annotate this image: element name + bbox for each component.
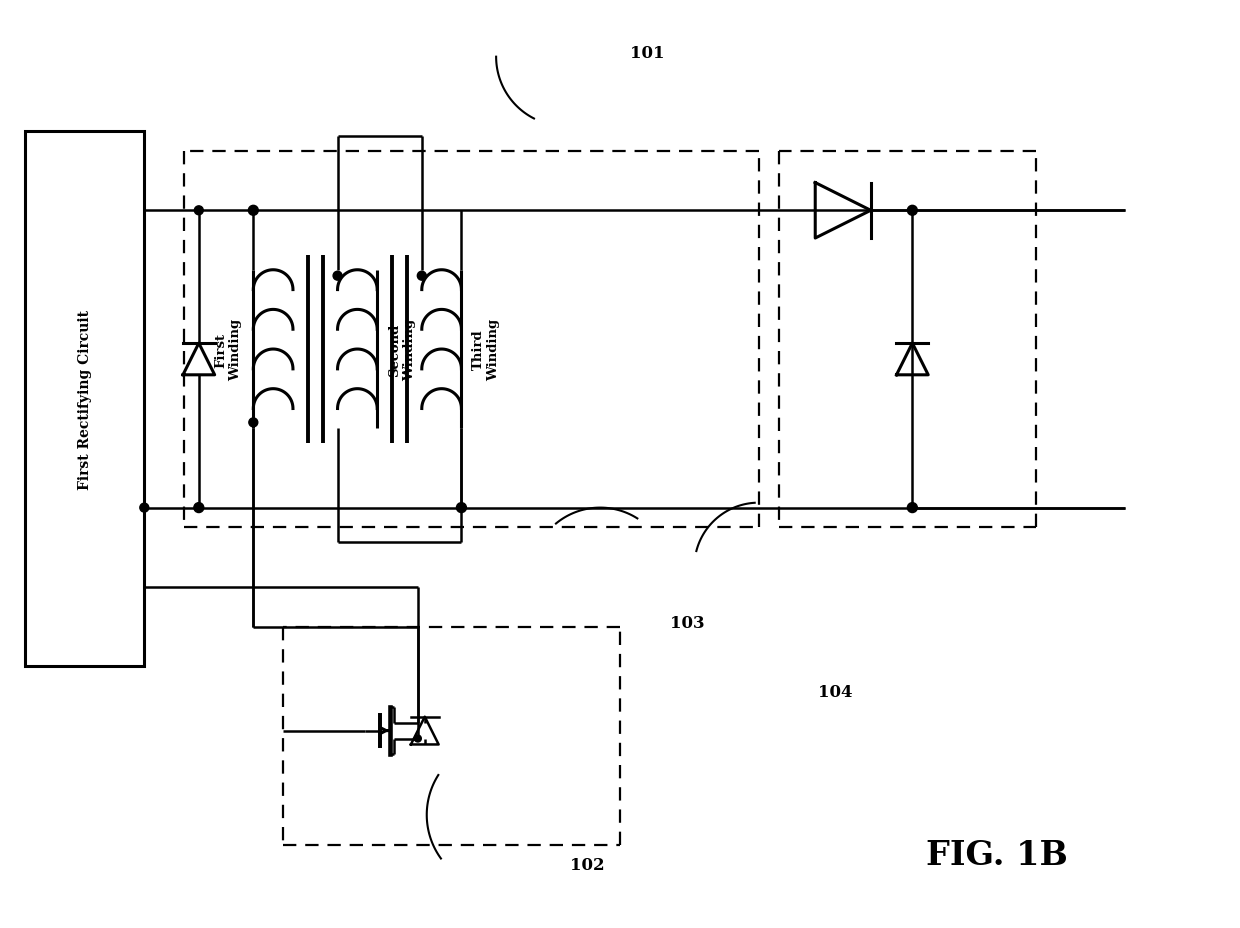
Circle shape: [249, 419, 258, 428]
Text: 103: 103: [670, 613, 704, 631]
Text: 104: 104: [818, 683, 853, 700]
Circle shape: [456, 503, 466, 513]
Text: 101: 101: [630, 45, 665, 61]
Text: Third
Winding: Third Winding: [472, 318, 500, 380]
Circle shape: [418, 272, 427, 281]
Text: FIG. 1B: FIG. 1B: [925, 838, 1068, 871]
Text: First
Winding: First Winding: [215, 318, 243, 380]
Circle shape: [140, 504, 149, 512]
Text: Second
Winding: Second Winding: [388, 318, 415, 380]
Circle shape: [334, 272, 342, 281]
Text: 102: 102: [570, 857, 605, 873]
Circle shape: [195, 207, 203, 215]
Bar: [25, 132, 144, 666]
Circle shape: [193, 503, 203, 513]
Circle shape: [414, 735, 422, 742]
Circle shape: [248, 206, 258, 216]
Circle shape: [908, 206, 918, 216]
Circle shape: [908, 503, 918, 513]
Text: First Rectifying Circuit: First Rectifying Circuit: [78, 309, 92, 489]
